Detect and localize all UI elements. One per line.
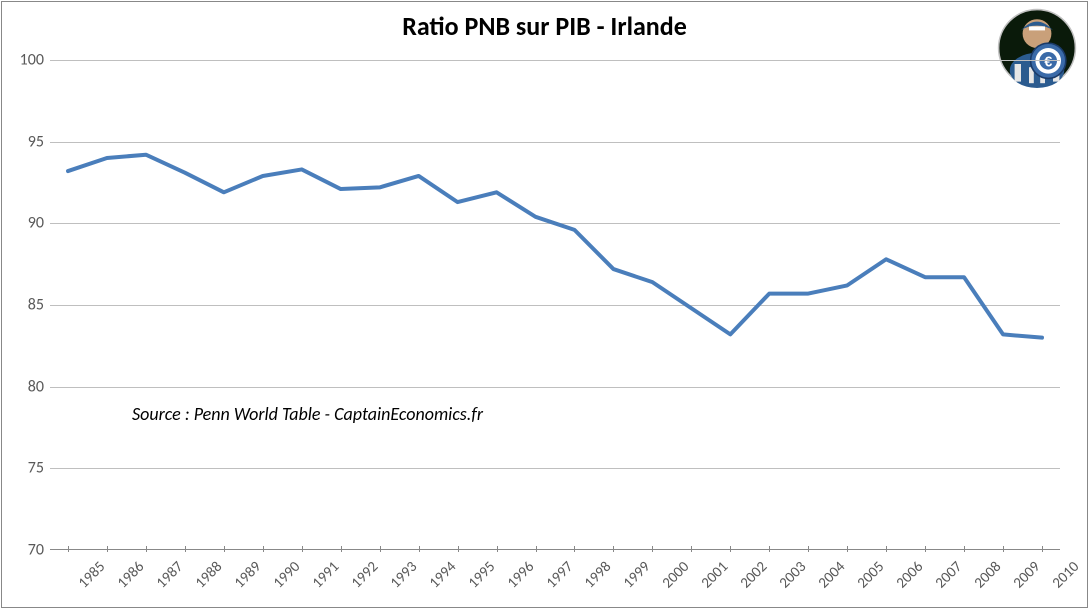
x-tick-label: 1997: [542, 558, 576, 592]
chart-title: Ratio PNB sur PIB - Irlande: [2, 10, 1087, 42]
x-tick-label: 1988: [192, 558, 226, 592]
x-tick-label: 2004: [815, 558, 849, 592]
x-tick-mark: [652, 546, 653, 552]
x-tick-label: 2006: [893, 558, 927, 592]
chart-container: Ratio PNB sur PIB - Irlande € 7075808590…: [1, 1, 1088, 608]
x-tick-label: 2001: [698, 558, 732, 592]
x-tick-mark: [263, 546, 264, 552]
x-tick-label: 1986: [114, 558, 148, 592]
x-tick-mark: [302, 546, 303, 552]
x-tick-label: 2005: [854, 558, 888, 592]
x-tick-label: 2000: [659, 558, 693, 592]
x-tick-mark: [1003, 546, 1004, 552]
x-tick-label: 1989: [231, 558, 265, 592]
x-axis-line: [50, 549, 1060, 550]
x-tick-label: 2003: [776, 558, 810, 592]
x-tick-mark: [185, 546, 186, 552]
y-axis: 707580859095100: [2, 60, 48, 550]
x-tick-label: 1995: [465, 558, 499, 592]
y-tick-label: 75: [28, 459, 44, 478]
x-tick-mark: [691, 546, 692, 552]
y-tick-label: 80: [28, 377, 44, 396]
x-tick-label: 1996: [503, 558, 537, 592]
x-tick-mark: [419, 546, 420, 552]
x-tick-mark: [769, 546, 770, 552]
y-tick-label: 95: [28, 132, 44, 151]
x-tick-mark: [886, 546, 887, 552]
data-line: [68, 155, 1042, 338]
x-tick-mark: [380, 546, 381, 552]
x-tick-label: 2007: [932, 558, 966, 592]
x-tick-mark: [146, 546, 147, 552]
x-tick-mark: [107, 546, 108, 552]
x-tick-mark: [925, 546, 926, 552]
x-tick-mark: [458, 546, 459, 552]
x-tick-mark: [847, 546, 848, 552]
x-tick-label: 1994: [426, 558, 460, 592]
x-tick-label: 1998: [581, 558, 615, 592]
x-tick-label: 2010: [1049, 558, 1083, 592]
x-tick-label: 1987: [153, 558, 187, 592]
x-tick-mark: [68, 546, 69, 552]
x-tick-mark: [536, 546, 537, 552]
x-tick-mark: [497, 546, 498, 552]
x-tick-label: 2002: [737, 558, 771, 592]
x-tick-mark: [730, 546, 731, 552]
y-tick-label: 90: [28, 214, 44, 233]
x-tick-label: 1999: [620, 558, 654, 592]
x-tick-label: 1993: [387, 558, 421, 592]
x-tick-label: 1992: [348, 558, 382, 592]
x-tick-mark: [613, 546, 614, 552]
y-tick-label: 85: [28, 296, 44, 315]
x-tick-label: 1985: [75, 558, 109, 592]
plot-area: [50, 60, 1060, 550]
y-tick-label: 100: [20, 51, 44, 70]
x-tick-label: 2009: [1010, 558, 1044, 592]
x-tick-label: 1990: [270, 558, 304, 592]
chart-line-layer: [50, 60, 1060, 550]
x-tick-mark: [808, 546, 809, 552]
x-axis: 1985198619871988198919901991199219931994…: [50, 552, 1060, 602]
x-tick-mark: [964, 546, 965, 552]
x-tick-label: 2008: [971, 558, 1005, 592]
x-tick-mark: [224, 546, 225, 552]
x-tick-mark: [341, 546, 342, 552]
source-note: Source : Penn World Table - CaptainEcono…: [132, 403, 483, 425]
y-tick-label: 70: [28, 541, 44, 560]
x-tick-label: 1991: [309, 558, 343, 592]
x-tick-mark: [574, 546, 575, 552]
x-tick-mark: [1042, 546, 1043, 552]
